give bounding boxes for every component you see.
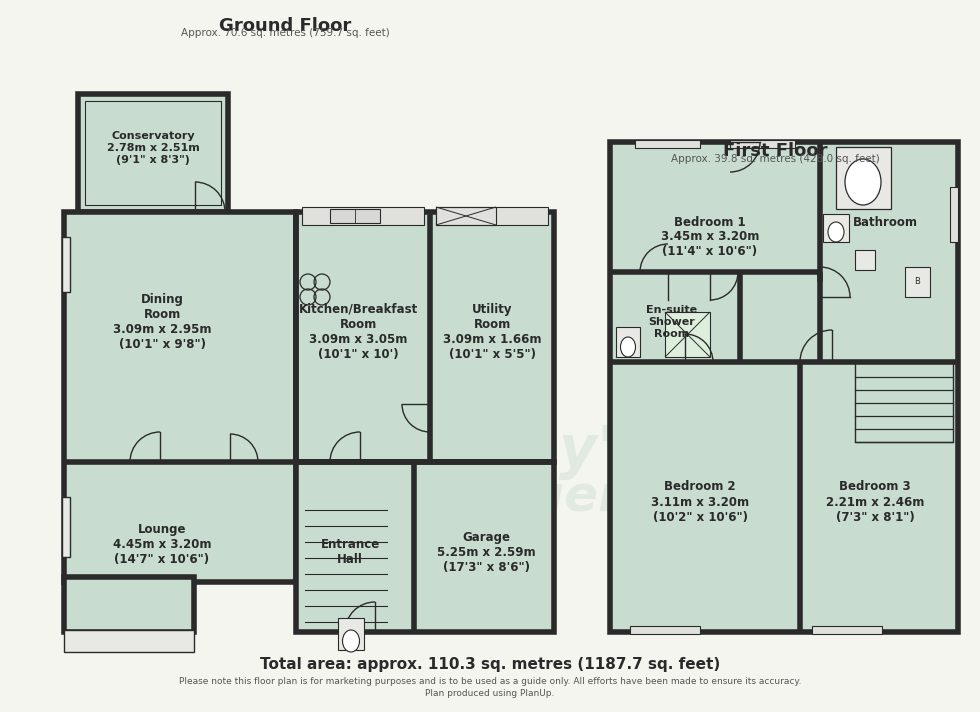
Text: Bedroom 2
3.11m x 3.20m
(10'2" x 10'6"): Bedroom 2 3.11m x 3.20m (10'2" x 10'6") [651, 481, 749, 523]
Bar [823, 214, 849, 242]
Ellipse shape [828, 222, 844, 242]
Bar [836, 147, 891, 209]
Text: Approx. 39.8 sq. metres (428.0 sq. feet): Approx. 39.8 sq. metres (428.0 sq. feet) [670, 154, 879, 164]
Bar [296, 462, 554, 632]
Text: Dining
Room
3.09m x 2.95m
(10'1" x 9'8"): Dining Room 3.09m x 2.95m (10'1" x 9'8") [113, 293, 212, 351]
Bar [610, 142, 958, 632]
Bar [436, 207, 496, 225]
Text: Lounge
4.45m x 3.20m
(14'7" x 10'6"): Lounge 4.45m x 3.20m (14'7" x 10'6") [113, 523, 212, 565]
Bar [855, 362, 953, 442]
Bar [635, 140, 700, 148]
Text: Utility
Room
3.09m x 1.66m
(10'1" x 5'5"): Utility Room 3.09m x 1.66m (10'1" x 5'5"… [443, 303, 541, 361]
Text: Bathroom: Bathroom [853, 216, 917, 229]
Text: Bedroom 1
3.45m x 3.20m
(11'4" x 10'6"): Bedroom 1 3.45m x 3.20m (11'4" x 10'6") [661, 216, 760, 258]
Text: En-suite
Shower
Room: En-suite Shower Room [647, 305, 698, 339]
Bar [64, 212, 296, 582]
Ellipse shape [342, 630, 360, 652]
Text: Plan produced using PlanUp.: Plan produced using PlanUp. [425, 689, 555, 698]
Text: Garage
5.25m x 2.59m
(17'3" x 8'6"): Garage 5.25m x 2.59m (17'3" x 8'6") [437, 530, 535, 573]
Bar [330, 209, 380, 223]
Text: Estate Agents: Estate Agents [293, 473, 687, 521]
Bar [302, 207, 424, 225]
Text: B: B [914, 278, 920, 286]
Text: Approx. 70.6 sq. metres (759.7 sq. feet): Approx. 70.6 sq. metres (759.7 sq. feet) [180, 28, 389, 38]
Bar [812, 626, 882, 634]
Text: Bedroom 3
2.21m x 2.46m
(7'3" x 8'1"): Bedroom 3 2.21m x 2.46m (7'3" x 8'1") [826, 481, 924, 523]
Bar [630, 626, 700, 634]
Text: First Floor: First Floor [723, 142, 827, 160]
Bar [950, 187, 958, 242]
Bar [64, 630, 194, 652]
Bar [296, 212, 554, 462]
Text: Kitchen/Breakfast
Room
3.09m x 3.05m
(10'1" x 10'): Kitchen/Breakfast Room 3.09m x 3.05m (10… [298, 303, 417, 361]
Text: Ground Floor: Ground Floor [219, 17, 351, 35]
Text: Total area: approx. 110.3 sq. metres (1187.7 sq. feet): Total area: approx. 110.3 sq. metres (11… [260, 656, 720, 671]
Text: Entrance
Hall: Entrance Hall [320, 538, 379, 566]
Bar [62, 237, 70, 292]
Bar [85, 101, 221, 205]
Bar [338, 618, 364, 650]
Bar [905, 267, 930, 297]
Bar [78, 94, 228, 212]
Ellipse shape [845, 159, 881, 205]
Bar [665, 312, 710, 357]
Bar [436, 207, 548, 225]
Ellipse shape [620, 337, 635, 357]
Text: Appleby's: Appleby's [329, 424, 651, 481]
Bar [616, 327, 640, 357]
Text: Conservatory
2.78m x 2.51m
(9'1" x 8'3"): Conservatory 2.78m x 2.51m (9'1" x 8'3") [107, 132, 199, 164]
Bar [64, 577, 194, 632]
Bar [62, 497, 70, 557]
Bar [855, 250, 875, 270]
Text: Please note this floor plan is for marketing purposes and is to be used as a gui: Please note this floor plan is for marke… [178, 678, 802, 686]
Bar [730, 140, 795, 148]
